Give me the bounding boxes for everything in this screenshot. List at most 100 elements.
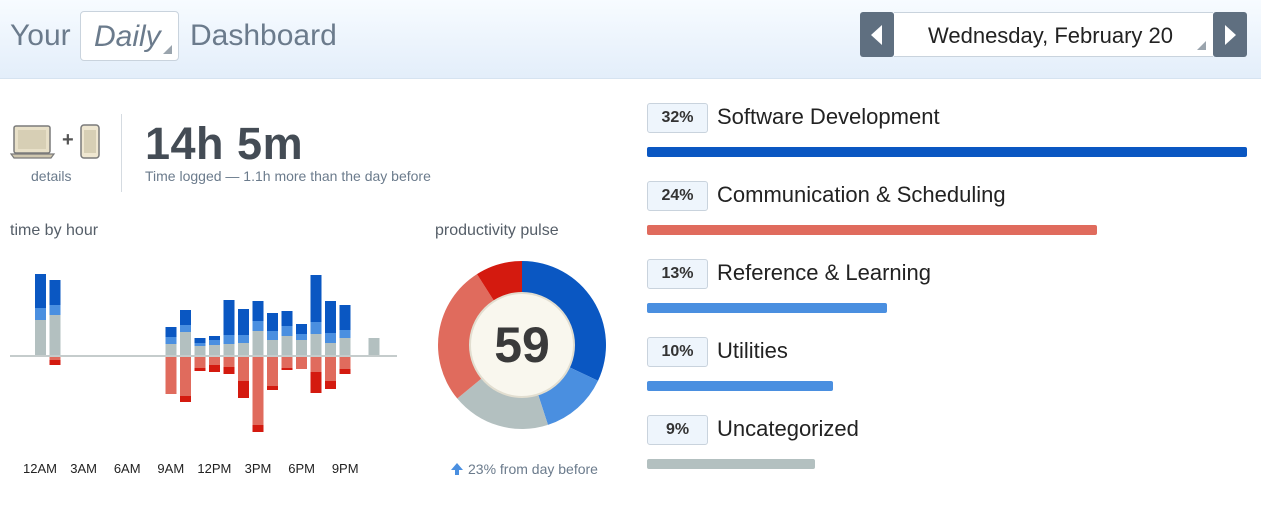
hour-bar-productive[interactable] <box>252 321 264 331</box>
hour-bar-productive[interactable] <box>180 325 191 332</box>
hour-bar-neutral[interactable] <box>281 336 293 355</box>
hour-bar-very-productive[interactable] <box>252 301 264 321</box>
hour-bar-productive[interactable] <box>165 337 177 344</box>
hour-bar-very-productive[interactable] <box>339 305 351 330</box>
hour-bar-very-productive[interactable] <box>296 324 307 334</box>
hour-bar-productive[interactable] <box>310 322 322 334</box>
hour-bar-neutral[interactable] <box>165 344 177 355</box>
hour-bar-neutral[interactable] <box>194 346 206 355</box>
hour-bar-very-distracting[interactable] <box>180 396 191 402</box>
category-name[interactable]: Communication & Scheduling <box>717 182 1006 207</box>
hour-bar-very-distracting[interactable] <box>194 368 206 371</box>
hour-bar-productive[interactable] <box>325 333 336 343</box>
hour-bar-productive[interactable] <box>49 305 61 315</box>
hour-bar-very-productive[interactable] <box>209 336 220 340</box>
hour-bar-distracting[interactable] <box>310 357 322 372</box>
previous-day-button[interactable] <box>860 12 894 57</box>
hour-bar-very-distracting[interactable] <box>325 381 336 389</box>
hour-bar-distracting[interactable] <box>267 357 278 386</box>
hour-bar-neutral[interactable] <box>368 338 380 355</box>
hour-bar-productive[interactable] <box>281 326 293 336</box>
category-name[interactable]: Software Development <box>717 104 940 129</box>
hour-bar-very-productive[interactable] <box>281 311 293 326</box>
hour-bar-neutral[interactable] <box>296 340 307 355</box>
hour-bar-distracting[interactable] <box>281 357 293 368</box>
hour-bar-neutral[interactable] <box>238 343 249 355</box>
hour-bar-distracting[interactable] <box>325 357 336 381</box>
hour-bar-very-productive[interactable] <box>35 274 46 308</box>
productivity-pulse-chart[interactable] <box>432 255 612 435</box>
hour-bar-very-productive[interactable] <box>267 313 278 331</box>
category-row[interactable]: 32% Software Development <box>647 103 1247 163</box>
hour-bar-very-productive[interactable] <box>194 338 206 343</box>
hour-bar-very-productive[interactable] <box>49 280 61 305</box>
period-select-value: Daily <box>94 20 161 53</box>
hour-bar-very-productive[interactable] <box>238 309 249 335</box>
hour-bar-distracting[interactable] <box>339 357 351 369</box>
pulse-slice-productive[interactable] <box>536 365 599 425</box>
hour-bar-distracting[interactable] <box>209 357 220 365</box>
hour-bar-neutral[interactable] <box>339 338 351 355</box>
hour-tick-label: 9AM <box>157 461 185 476</box>
hour-bar-productive[interactable] <box>238 335 249 343</box>
category-name[interactable]: Uncategorized <box>717 416 859 441</box>
category-row[interactable]: 13% Reference & Learning <box>647 259 1247 319</box>
hour-bar-neutral[interactable] <box>49 315 61 355</box>
hour-bar-productive[interactable] <box>267 331 278 340</box>
devices-details-link[interactable]: + <box>9 124 106 164</box>
hour-bar-very-distracting[interactable] <box>339 369 351 374</box>
time-by-hour-chart[interactable] <box>0 245 410 445</box>
period-select[interactable]: Daily <box>80 11 179 61</box>
hour-bar-neutral[interactable] <box>209 345 220 355</box>
hour-bar-productive[interactable] <box>223 335 235 344</box>
details-label[interactable]: details <box>31 168 72 184</box>
hour-bar-very-productive[interactable] <box>223 300 235 335</box>
hour-bar-distracting[interactable] <box>223 357 235 367</box>
hour-bar-distracting[interactable] <box>238 357 249 381</box>
next-day-button[interactable] <box>1213 12 1247 57</box>
hour-bar-productive[interactable] <box>209 340 220 345</box>
hour-bar-distracting[interactable] <box>296 357 307 369</box>
hour-bar-neutral[interactable] <box>325 343 336 355</box>
hour-bar-very-distracting[interactable] <box>281 368 293 370</box>
hour-bar-distracting[interactable] <box>180 357 191 396</box>
hour-bar-distracting[interactable] <box>194 357 206 368</box>
hour-bar-neutral[interactable] <box>35 320 46 355</box>
hour-bar-neutral[interactable] <box>223 344 235 355</box>
hour-bar-productive[interactable] <box>35 308 46 320</box>
date-select-value: Wednesday, February 20 <box>928 23 1173 48</box>
date-select[interactable]: Wednesday, February 20 <box>894 12 1213 57</box>
category-row[interactable]: 10% Utilities <box>647 337 1247 397</box>
dashboard-header: Your Daily Dashboard Wednesday, February… <box>0 0 1261 79</box>
hour-bar-very-distracting[interactable] <box>209 365 220 372</box>
hour-bar-productive[interactable] <box>194 343 206 346</box>
hour-bar-very-distracting[interactable] <box>267 386 278 390</box>
hour-bar-very-distracting[interactable] <box>310 372 322 393</box>
hour-bar-very-productive[interactable] <box>310 275 322 322</box>
hour-bar-very-distracting[interactable] <box>238 381 249 398</box>
hour-bar-distracting[interactable] <box>165 357 177 394</box>
category-row[interactable]: 24% Communication & Scheduling <box>647 181 1247 241</box>
hour-bar-productive[interactable] <box>339 330 351 338</box>
category-name[interactable]: Utilities <box>717 338 788 363</box>
hour-bar-neutral[interactable] <box>180 332 191 355</box>
category-bar <box>647 225 1097 235</box>
hour-bar-very-distracting[interactable] <box>223 367 235 374</box>
category-bar-track <box>647 381 1247 391</box>
hour-bar-productive[interactable] <box>296 334 307 340</box>
hour-bar-very-productive[interactable] <box>180 310 191 325</box>
pulse-slice-neutral[interactable] <box>457 375 548 429</box>
hour-bar-very-distracting[interactable] <box>252 425 264 432</box>
category-name[interactable]: Reference & Learning <box>717 260 932 285</box>
hour-tick-label: 3PM <box>244 461 272 476</box>
hour-bar-neutral[interactable] <box>310 334 322 355</box>
hour-bar-neutral[interactable] <box>267 340 278 355</box>
hour-bar-distracting[interactable] <box>49 357 61 360</box>
pulse-slice-distracting[interactable] <box>438 274 497 399</box>
hour-bar-distracting[interactable] <box>252 357 264 425</box>
hour-bar-very-distracting[interactable] <box>49 360 61 365</box>
hour-bar-very-productive[interactable] <box>165 327 177 337</box>
hour-bar-neutral[interactable] <box>252 331 264 355</box>
hour-bar-very-productive[interactable] <box>325 301 336 333</box>
category-row[interactable]: 9% Uncategorized <box>647 415 1247 475</box>
